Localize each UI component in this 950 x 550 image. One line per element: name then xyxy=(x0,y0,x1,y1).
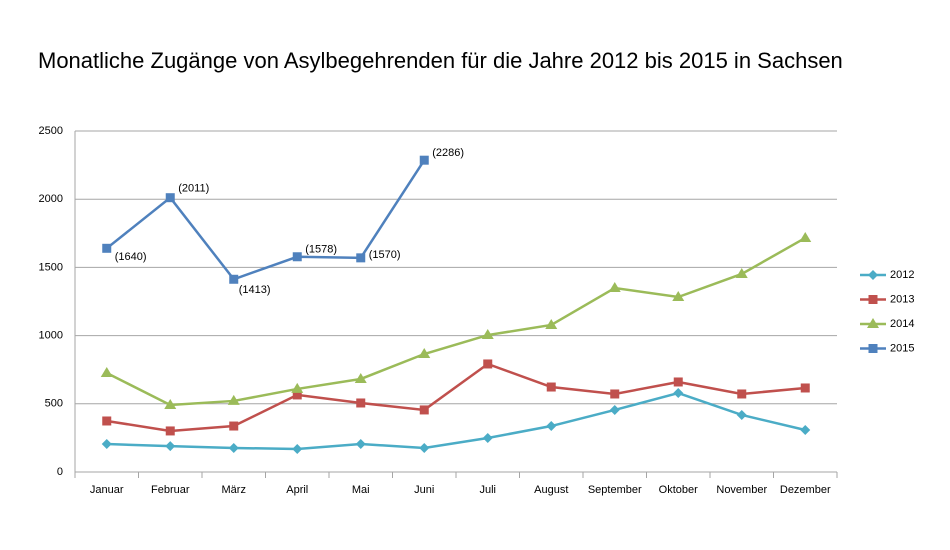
data-point xyxy=(545,318,558,329)
data-point xyxy=(481,329,494,340)
data-point xyxy=(419,442,430,453)
data-point xyxy=(229,421,239,431)
data-point xyxy=(799,231,812,242)
x-tick-label: April xyxy=(286,484,308,496)
data-point xyxy=(356,253,366,263)
data-point xyxy=(610,389,620,399)
legend-marker xyxy=(868,270,878,280)
series-line xyxy=(106,362,806,433)
data-point xyxy=(292,443,303,454)
data-point xyxy=(102,416,112,426)
x-tick-label: November xyxy=(716,484,767,496)
data-point xyxy=(164,399,177,410)
data-point xyxy=(102,243,112,253)
data-point xyxy=(228,442,239,453)
data-point xyxy=(800,424,811,435)
data-point xyxy=(483,359,493,369)
legend-label: 2015 xyxy=(890,342,914,354)
x-tick-label: Mai xyxy=(352,484,370,496)
data-label: (2011) xyxy=(178,183,209,195)
data-label: (2286) xyxy=(432,147,464,159)
data-point xyxy=(672,290,685,301)
data-point xyxy=(609,404,620,415)
data-label: (1570) xyxy=(369,249,401,261)
data-point xyxy=(356,398,366,408)
legend-label: 2013 xyxy=(890,293,914,305)
data-point xyxy=(608,281,621,292)
data-point xyxy=(482,433,493,444)
y-tick-label: 0 xyxy=(57,466,63,478)
data-point xyxy=(418,348,431,359)
y-tick-label: 500 xyxy=(45,398,63,410)
data-point xyxy=(227,394,240,405)
data-label: (1640) xyxy=(115,251,147,263)
x-tick-label: Juli xyxy=(479,484,496,496)
x-tick-label: Dezember xyxy=(780,484,831,496)
data-point xyxy=(100,366,113,377)
legend-marker xyxy=(868,295,878,304)
legend-marker xyxy=(868,344,878,353)
x-tick-label: März xyxy=(222,484,246,496)
data-label: (1578) xyxy=(305,244,337,256)
y-tick-label: 1500 xyxy=(39,261,63,273)
data-point xyxy=(101,439,112,450)
y-tick-label: 2500 xyxy=(39,125,63,137)
data-point xyxy=(735,267,748,278)
data-point xyxy=(800,383,810,393)
data-point xyxy=(546,382,556,392)
data-point xyxy=(354,372,367,383)
data-point xyxy=(673,377,683,387)
series-line xyxy=(106,391,806,451)
legend-marker xyxy=(867,318,879,328)
data-point xyxy=(229,274,239,284)
y-tick-label: 2000 xyxy=(39,193,63,205)
x-tick-label: Februar xyxy=(151,484,190,496)
series-line xyxy=(106,236,806,407)
series-line xyxy=(105,159,426,281)
x-tick-label: September xyxy=(588,484,642,496)
y-tick-label: 1000 xyxy=(39,330,63,342)
data-point xyxy=(292,252,302,262)
data-point xyxy=(165,193,175,203)
data-point xyxy=(736,409,747,420)
legend-label: 2014 xyxy=(890,318,914,330)
data-point xyxy=(419,155,429,165)
x-tick-label: Januar xyxy=(90,484,124,496)
data-point xyxy=(546,421,557,432)
x-tick-label: Juni xyxy=(414,484,434,496)
chart-title: Monatliche Zugänge von Asylbegehrenden f… xyxy=(38,48,843,73)
x-tick-label: Oktober xyxy=(659,484,698,496)
data-point xyxy=(419,405,429,415)
data-point xyxy=(673,388,684,399)
data-point xyxy=(737,389,747,399)
data-label: (1413) xyxy=(239,284,271,296)
data-point xyxy=(355,439,366,450)
data-point xyxy=(165,441,176,452)
data-point xyxy=(291,382,304,393)
x-tick-label: August xyxy=(534,484,568,496)
legend-label: 2012 xyxy=(890,269,914,281)
data-point xyxy=(292,390,302,400)
data-point xyxy=(165,426,175,436)
